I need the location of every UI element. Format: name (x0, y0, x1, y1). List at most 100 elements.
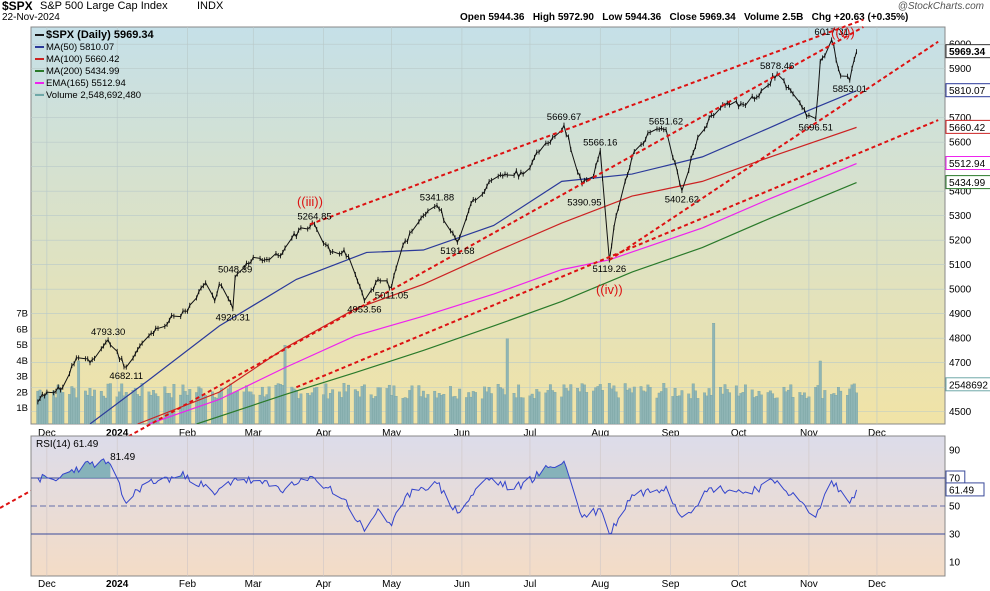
rsi-peak-label: 81.49 (110, 452, 135, 463)
header-exchange: INDX (197, 0, 224, 12)
price-label: 5566.16 (583, 137, 617, 148)
volume-bar (93, 389, 96, 424)
volume-bar (378, 387, 382, 424)
volume-bar (442, 394, 446, 424)
volume-tick-label: 1B (16, 403, 28, 414)
price-tick-label: 4800 (949, 334, 972, 345)
volume-bar (696, 398, 700, 424)
price-tick-label: 4900 (949, 309, 972, 320)
rsi-grid (31, 436, 945, 576)
ma-line (137, 126, 857, 424)
rsi-x-tick-label: Jul (524, 579, 537, 590)
rsi-x-tick-label: Dec (38, 579, 56, 590)
volume-bar (680, 390, 684, 424)
brand-logo: @StockCharts.com (897, 1, 984, 12)
volume-bar (712, 323, 716, 424)
axis-badge-label: 2548692 (949, 380, 988, 391)
volume-bar (61, 392, 65, 424)
volume-bar (299, 393, 303, 424)
volume-tick-label: 5B (16, 340, 28, 351)
price-label: 5264.85 (297, 211, 331, 222)
axis-badge-label: 5660.42 (949, 123, 986, 134)
price-label: 5669.67 (547, 112, 581, 123)
volume-bar (617, 397, 620, 424)
volume-bar (108, 383, 112, 424)
axis-badge (945, 83, 990, 98)
volume-bar (140, 383, 144, 424)
volume-bar (362, 384, 366, 424)
rsi-x-tick-label: Sep (662, 579, 680, 590)
wave-label: ((v)) (831, 25, 855, 40)
price-label: 5119.26 (593, 264, 627, 275)
volume-bar (601, 390, 604, 424)
legend-entry: MA(50) 5810.07 (46, 42, 114, 53)
volume-bar (759, 394, 763, 424)
price-label: 5191.68 (440, 246, 474, 257)
price-panel: 4793.30 4682.11 5048.39 4920.31 5264.85 4953.… (0, 18, 990, 509)
volume-bar (235, 390, 239, 424)
legend-entry: $SPX (Daily) 5969.34 (46, 29, 155, 41)
x-tick-label: Dec (868, 428, 886, 439)
x-tick-label: Nov (800, 428, 818, 439)
volume-bar (220, 387, 223, 424)
volume-bar (537, 391, 541, 424)
rsi-y-axis: 10 30 50 70 90 (949, 446, 961, 569)
price-tick-label: 5200 (949, 236, 972, 247)
price-tick-label: 5600 (949, 138, 972, 149)
volume-bar (188, 389, 192, 424)
volume-bar (156, 396, 160, 424)
wave-label: ((iii)) (297, 194, 323, 209)
price-label: 4793.30 (91, 327, 125, 338)
axis-badge-label: 5434.99 (949, 178, 986, 189)
price-label: 5696.51 (799, 123, 833, 134)
x-tick-label: Oct (731, 428, 747, 439)
axis-badge (945, 377, 990, 392)
price-label: 5402.62 (665, 195, 699, 206)
volume-bar (553, 392, 557, 424)
price-label: 4920.31 (216, 313, 250, 324)
price-label: 4682.11 (109, 371, 143, 382)
rsi-series (37, 458, 858, 535)
header-ohlc: Open 5944.36 High 5972.90 Low 5944.36 Cl… (460, 12, 909, 23)
legend-entry: MA(100) 5660.42 (46, 54, 119, 65)
price-label: 5011.05 (375, 291, 409, 302)
x-tick-label: Feb (179, 428, 197, 439)
price-tick-label: 5000 (949, 285, 972, 296)
price-grid (31, 27, 945, 424)
rsi-overbought-area (60, 458, 111, 478)
rsi-x-tick-label: May (382, 579, 401, 590)
rsi-title-text: RSI(14) 61.49 (36, 439, 99, 450)
price-label: 5853.01 (833, 84, 867, 95)
volume-bar (331, 389, 335, 424)
x-tick-label: Jul (524, 428, 537, 439)
price-label: 5341.88 (420, 192, 454, 203)
price-labels: 4793.30 4682.11 5048.39 4920.31 5264.85 4953.… (91, 27, 867, 382)
rsi-overbought-area (536, 461, 569, 478)
trendline (295, 119, 939, 389)
rsi-x-tick-label: Feb (179, 579, 197, 590)
header-date: 22-Nov-2024 (2, 12, 60, 23)
volume-bar (632, 386, 636, 424)
price-label: 4953.56 (347, 305, 381, 316)
volume-bar (267, 386, 271, 424)
volume-bar (426, 394, 430, 424)
volume-bar (818, 360, 822, 424)
header-symbol: $SPX (2, 0, 33, 13)
axis-badge-label: 5969.34 (949, 47, 986, 58)
rsi-x-tick-label: 2024 (106, 579, 129, 590)
volume-bar (394, 396, 398, 424)
x-tick-label: Sep (662, 428, 680, 439)
trendline (608, 40, 939, 261)
rsi-badge-label: 70 (949, 474, 961, 485)
axis-badge (945, 44, 990, 59)
rsi-badge (945, 482, 985, 497)
price-tick-label: 5400 (949, 187, 972, 198)
legend-entry: MA(200) 5434.99 (46, 66, 119, 77)
volume-tick-label: 2B (16, 387, 28, 398)
rsi-tick-label: 50 (949, 502, 961, 513)
axis-badge (945, 156, 990, 171)
volume-bar (45, 391, 49, 424)
price-tick-label: 5300 (949, 211, 972, 222)
